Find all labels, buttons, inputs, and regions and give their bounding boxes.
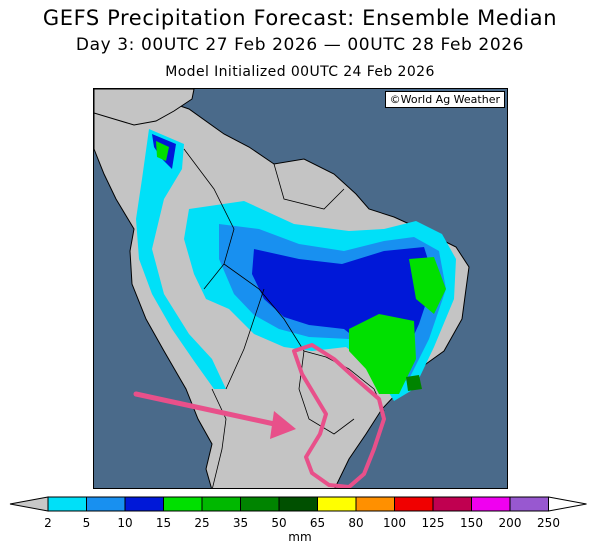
forecast-period: Day 3: 00UTC 27 Feb 2026 — 00UTC 28 Feb … [75,35,525,55]
colorbar-tick-label: 50 [271,516,287,530]
colorbar-tick-label: 250 [537,516,560,530]
precip-green-central [349,314,416,394]
colorbar-tick-label: 35 [232,516,249,530]
colorbar-segment [509,496,549,512]
colorbar-tick-label: 25 [194,516,210,530]
color-bar [9,496,587,512]
colorbar-tick-label: 125 [421,516,445,530]
colorbar-tick-label: 15 [155,516,172,530]
map-canvas [94,89,507,488]
precipitation-map: ©World Ag Weather [93,88,508,489]
chart-title: GEFS Precipitation Forecast: Ensemble Me… [42,6,558,30]
precip-darkgreen-spot [406,375,422,391]
credit-label: ©World Ag Weather [384,91,505,108]
highlight-contour [292,343,386,488]
precip-green-north [156,141,169,161]
colorbar-tick-label: 100 [383,516,406,530]
colorbar-segment [201,496,241,512]
colorbar-segment [317,496,357,512]
land-caribbean [94,89,195,126]
colorbar-tick-label: 65 [309,516,326,530]
colorbar-tick-label: 2 [44,516,52,530]
precip-light-andes [136,129,226,389]
colorbar-segment [471,496,511,512]
colorbar-segment [355,496,395,512]
colorbar-tick-label: 150 [460,516,483,530]
model-init-time: Model Initialized 00UTC 24 Feb 2026 [165,64,435,80]
colorbar-segment [394,496,434,512]
colorbar-segment [86,496,126,512]
colorbar-high-arrow [548,496,587,512]
colorbar-tick-label: 10 [117,516,133,530]
colorbar-segment [47,496,87,512]
precip-green-east [409,257,446,314]
colorbar-low-arrow [9,496,49,512]
colorbar-tick-label: 200 [498,516,522,530]
colorbar-tick-label: 5 [82,516,91,530]
colorbar-tick-label: 80 [348,516,364,530]
pointer-arrow [133,391,296,439]
colorbar-segment [163,496,203,512]
colorbar-segment [278,496,318,512]
colorbar-segment [124,496,164,512]
colorbar-segment [432,496,472,512]
units-label: mm [288,530,312,544]
colorbar-segment [240,496,280,512]
